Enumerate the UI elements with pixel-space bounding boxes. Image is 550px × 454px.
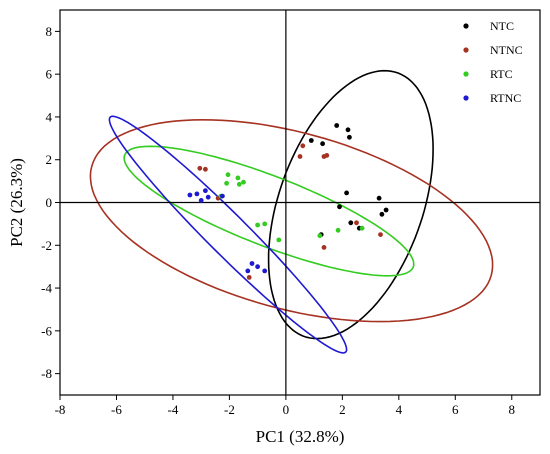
legend-label: NTC bbox=[490, 19, 514, 33]
y-tick-label: 0 bbox=[46, 195, 53, 210]
legend-label: NTNC bbox=[490, 43, 523, 57]
ellipse-rtc bbox=[123, 145, 415, 277]
zero-lines bbox=[60, 10, 540, 395]
y-tick-label: 8 bbox=[46, 24, 53, 39]
point-rtc-2 bbox=[235, 175, 241, 181]
point-rtnc-7 bbox=[249, 261, 255, 266]
point-rtc-4 bbox=[236, 181, 242, 187]
legend-label: RTC bbox=[490, 67, 513, 81]
legend-marker bbox=[463, 95, 469, 101]
point-ntc-6 bbox=[344, 190, 349, 196]
point-rtc-10 bbox=[335, 227, 341, 233]
point-ntnc-8 bbox=[203, 166, 208, 172]
legend-item-ntnc: NTNC bbox=[463, 43, 523, 57]
point-rtc-8 bbox=[276, 237, 282, 243]
x-tick-label: -2 bbox=[224, 402, 235, 417]
point-rtc-3 bbox=[241, 179, 246, 185]
point-rtc-11 bbox=[359, 225, 365, 231]
y-tick-label: -8 bbox=[41, 366, 52, 381]
y-tick-label: 6 bbox=[46, 67, 53, 82]
point-ntc-12 bbox=[348, 220, 354, 226]
point-ntc-5 bbox=[337, 204, 342, 210]
point-rtc-1 bbox=[224, 180, 230, 186]
legend-item-ntc: NTC bbox=[463, 19, 514, 33]
x-tick-label: -6 bbox=[111, 402, 122, 417]
x-tick-label: -4 bbox=[168, 402, 179, 417]
y-tick-label: -4 bbox=[41, 281, 52, 296]
data-points bbox=[187, 123, 389, 280]
y-tick-label: -6 bbox=[41, 323, 52, 338]
point-ntc-0 bbox=[308, 138, 314, 143]
point-rtnc-6 bbox=[245, 268, 251, 274]
y-tick-label: 4 bbox=[46, 109, 53, 124]
point-ntc-8 bbox=[376, 195, 382, 201]
point-ntnc-4 bbox=[321, 245, 327, 250]
point-rtc-0 bbox=[225, 172, 231, 178]
x-tick-label: -8 bbox=[55, 402, 66, 417]
point-ntc-1 bbox=[320, 141, 325, 147]
x-tick-label: 2 bbox=[339, 402, 346, 417]
x-tick-label: 4 bbox=[396, 402, 403, 417]
y-tick-label: 2 bbox=[46, 152, 53, 167]
point-rtnc-4 bbox=[205, 194, 211, 200]
ellipse-ntc bbox=[267, 69, 434, 340]
point-ntc-10 bbox=[383, 207, 389, 213]
point-ntnc-7 bbox=[197, 165, 203, 171]
x-tick-label: 6 bbox=[452, 402, 459, 417]
point-ntc-2 bbox=[334, 123, 340, 128]
legend-marker bbox=[463, 23, 469, 29]
x-axis-label: PC1 (32.8%) bbox=[256, 427, 345, 446]
point-rtnc-0 bbox=[187, 192, 193, 198]
point-rtnc-3 bbox=[198, 198, 204, 203]
point-rtc-6 bbox=[255, 222, 260, 228]
x-tick-label: 0 bbox=[283, 402, 290, 417]
axis-ticks: -8 -6 -4 -2 0 2 4 6 8 -8 -6 -4 -2 0 2 4 6 8 bbox=[41, 24, 515, 417]
legend-label: RTNC bbox=[490, 91, 521, 105]
point-rtc-7 bbox=[262, 221, 268, 227]
point-ntnc-10 bbox=[246, 275, 252, 280]
point-rtnc-8 bbox=[255, 264, 260, 270]
point-rtc-9 bbox=[317, 233, 323, 239]
confidence-ellipses bbox=[89, 69, 494, 354]
ellipse-rtnc bbox=[108, 115, 348, 354]
point-ntnc-3 bbox=[324, 153, 330, 158]
legend-marker bbox=[463, 47, 469, 53]
y-axis-label: PC2 (26.3%) bbox=[7, 158, 26, 247]
point-ntnc-0 bbox=[297, 154, 303, 159]
legend: NTC NTNC RTC RTNC bbox=[463, 19, 523, 105]
legend-marker bbox=[463, 71, 469, 77]
legend-item-rtc: RTC bbox=[463, 67, 513, 81]
ellipse-ntnc bbox=[89, 118, 494, 323]
point-ntc-4 bbox=[347, 134, 352, 140]
y-tick-label: -2 bbox=[41, 238, 52, 253]
point-rtnc-5 bbox=[220, 193, 225, 199]
point-ntnc-1 bbox=[300, 143, 306, 149]
legend-item-rtnc: RTNC bbox=[463, 91, 521, 105]
point-rtnc-9 bbox=[262, 268, 268, 274]
point-ntc-3 bbox=[345, 127, 351, 133]
point-rtnc-2 bbox=[203, 188, 208, 194]
x-tick-label: 8 bbox=[509, 402, 516, 417]
point-ntnc-6 bbox=[378, 232, 383, 238]
point-rtnc-1 bbox=[194, 191, 200, 197]
point-ntc-9 bbox=[379, 211, 385, 217]
point-ntnc-5 bbox=[354, 220, 359, 226]
